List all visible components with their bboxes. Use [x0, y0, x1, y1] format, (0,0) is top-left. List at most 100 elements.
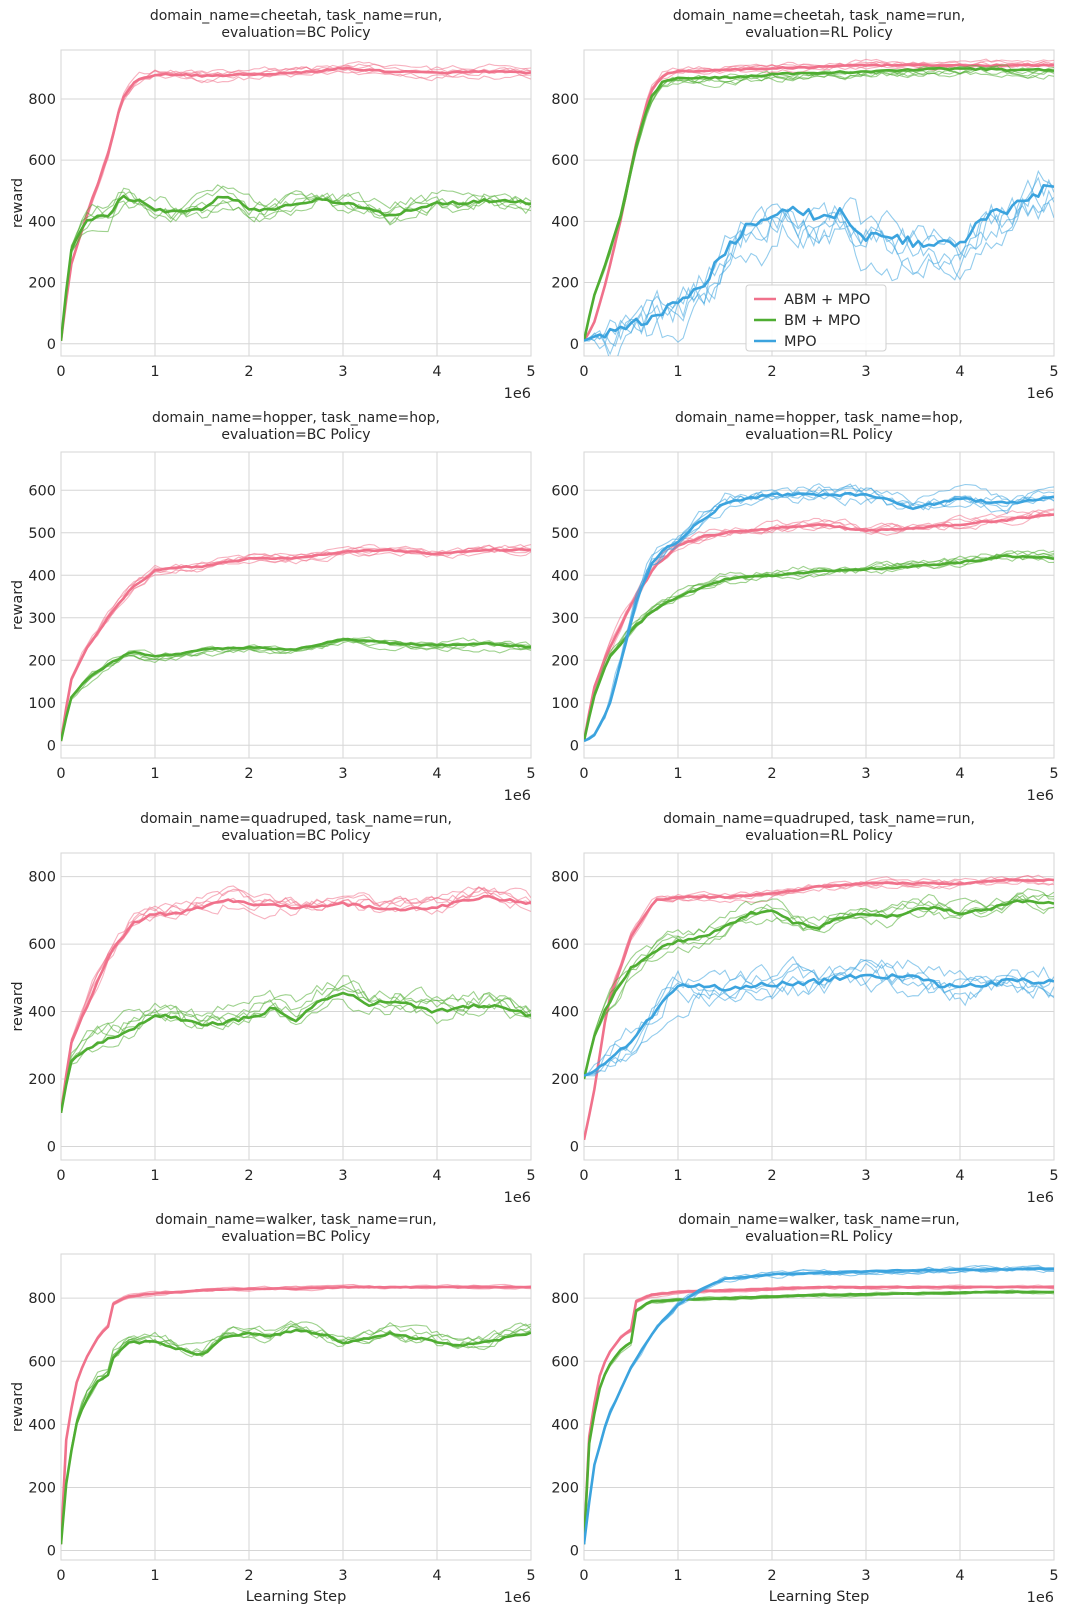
y-tick-label: 0 — [570, 1140, 579, 1156]
x-tick-label: 1 — [673, 766, 682, 782]
series-abm-mpo — [584, 1284, 1054, 1545]
x-tick-label: 3 — [861, 766, 870, 782]
x-tick-label: 4 — [955, 766, 964, 782]
run-line — [61, 63, 531, 341]
y-tick-label: 400 — [551, 1417, 579, 1433]
x-offset-label: 1e6 — [1027, 386, 1054, 402]
y-tick-label: 600 — [551, 937, 579, 953]
x-tick-label: 2 — [767, 766, 776, 782]
x-tick-label: 0 — [579, 1168, 588, 1184]
chart-title-line1: domain_name=quadruped, task_name=run, — [663, 811, 975, 827]
mean-line — [61, 547, 531, 742]
chart-title-line2: evaluation=RL Policy — [745, 427, 893, 443]
legend-box — [745, 284, 887, 352]
mean-line — [584, 513, 1054, 742]
x-tick-label: 2 — [244, 766, 253, 782]
x-tick-label: 5 — [526, 766, 535, 782]
y-tick-label: 200 — [551, 1072, 579, 1088]
chart-panel-1: 0 1 2 3 4 5 0 200 400 600 800 1e6 domain_name=cheeta… — [10, 8, 536, 402]
x-tick-label: 0 — [56, 766, 65, 782]
run-line — [61, 891, 531, 1113]
run-line — [61, 980, 531, 1113]
x-tick-label: 3 — [338, 1568, 347, 1584]
plot-area — [583, 1253, 1055, 1561]
y-tick-label: 400 — [551, 568, 579, 584]
x-tick-label: 1 — [150, 1168, 159, 1184]
x-tick-label: 2 — [767, 1168, 776, 1184]
y-tick-label: 0 — [570, 1544, 579, 1560]
chart-title-line1: domain_name=hopper, task_name=hop, — [675, 410, 963, 426]
run-line — [584, 169, 1054, 347]
run-line — [61, 998, 531, 1113]
x-tick-label: 0 — [579, 364, 588, 380]
run-line — [584, 962, 1054, 1077]
y-tick-label: 100 — [28, 696, 56, 712]
chart-title-line1: domain_name=cheetah, task_name=run, — [150, 8, 442, 24]
mean-line — [584, 554, 1054, 742]
run-line — [584, 201, 1054, 356]
x-offset-label: 1e6 — [504, 1590, 531, 1606]
chart-panel-2: 0 1 2 3 4 5 0 200 400 600 800 1e6 domain_name=cheeta… — [551, 8, 1058, 402]
y-tick-label: 800 — [28, 1291, 56, 1307]
y-tick-label: 600 — [551, 483, 579, 499]
y-tick-label: 600 — [551, 153, 579, 169]
y-tick-label: 200 — [551, 653, 579, 669]
run-line — [584, 894, 1054, 1080]
y-tick-label: 300 — [28, 611, 56, 627]
y-tick-label: 400 — [28, 568, 56, 584]
x-tick-label: 2 — [767, 364, 776, 380]
x-tick-label: 5 — [1049, 364, 1058, 380]
x-tick-label: 0 — [56, 364, 65, 380]
mean-line — [584, 1267, 1054, 1545]
y-tick-label: 0 — [570, 738, 579, 754]
chart-panel-6: 0 1 2 3 4 5 0 200 400 600 800 1e6 domain_name=quadru… — [551, 811, 1058, 1206]
y-tick-label: 400 — [551, 1005, 579, 1021]
x-tick-label: 4 — [955, 1168, 964, 1184]
plot-area — [60, 451, 532, 759]
series-mpo — [584, 483, 1054, 743]
x-tick-label: 5 — [1049, 766, 1058, 782]
x-tick-label: 2 — [244, 364, 253, 380]
y-tick-label: 100 — [551, 696, 579, 712]
y-tick-label: 800 — [551, 870, 579, 886]
x-offset-label: 1e6 — [1027, 788, 1054, 804]
mean-line — [584, 66, 1054, 341]
x-tick-label: 4 — [955, 364, 964, 380]
run-line — [61, 192, 531, 341]
legend-entry: BM + MPO — [784, 313, 861, 329]
series-abm-mpo — [61, 543, 531, 742]
y-tick-label: 800 — [551, 92, 579, 108]
mean-line — [61, 894, 531, 1113]
run-line — [61, 1325, 531, 1545]
y-tick-label: 200 — [28, 1480, 56, 1496]
chart-title-line2: evaluation=RL Policy — [745, 1229, 893, 1245]
run-line — [61, 975, 531, 1113]
series-abm-mpo — [584, 58, 1054, 342]
x-axis-label: Learning Step — [246, 1589, 347, 1605]
chart-panel-8: 0 1 2 3 4 5 0 200 400 600 800 1e6 domain_name=walker… — [551, 1212, 1058, 1606]
chart-title-line1: domain_name=cheetah, task_name=run, — [673, 8, 965, 24]
mean-line — [584, 184, 1054, 342]
run-line — [61, 886, 531, 1113]
mean-line — [61, 194, 531, 341]
y-tick-label: 400 — [551, 214, 579, 230]
y-axis-label: reward — [10, 178, 26, 228]
x-tick-label: 1 — [673, 1568, 682, 1584]
mean-line — [61, 66, 531, 341]
mean-line — [584, 899, 1054, 1080]
y-tick-label: 600 — [28, 1354, 56, 1370]
y-tick-label: 200 — [28, 653, 56, 669]
x-tick-label: 0 — [56, 1168, 65, 1184]
series-bm-mpo — [61, 1320, 531, 1545]
chart-title-line1: domain_name=walker, task_name=run, — [678, 1212, 960, 1228]
x-offset-label: 1e6 — [504, 788, 531, 804]
x-tick-label: 1 — [150, 1568, 159, 1584]
y-axis-label: reward — [10, 1382, 26, 1432]
x-offset-label: 1e6 — [1027, 1190, 1054, 1206]
y-tick-label: 200 — [551, 1480, 579, 1496]
x-tick-label: 3 — [338, 766, 347, 782]
chart-panel-5: 0 1 2 3 4 5 0 200 400 600 800 1e6 domain_name=quadru… — [10, 811, 536, 1206]
x-tick-label: 0 — [56, 1568, 65, 1584]
series-mpo — [584, 1264, 1054, 1545]
